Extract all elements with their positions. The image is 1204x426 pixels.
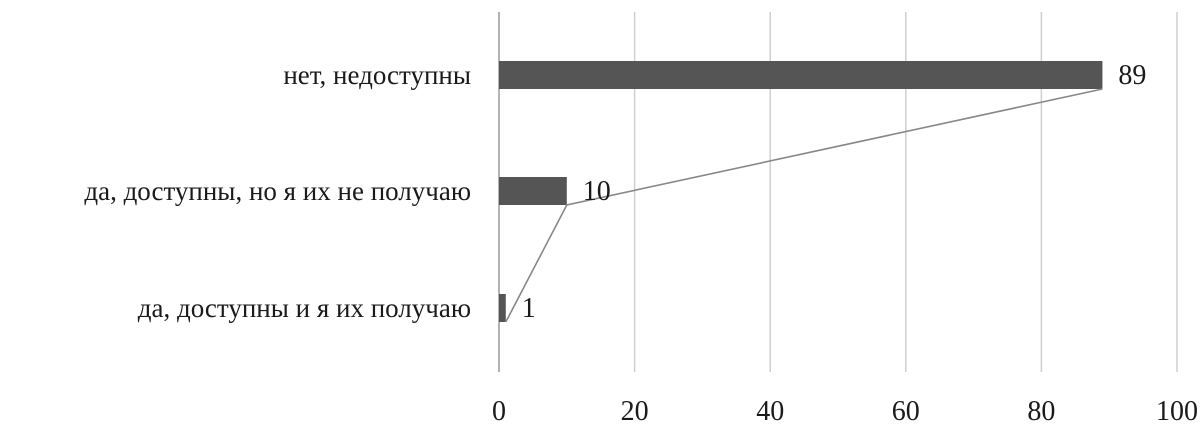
x-tick-label: 0 <box>492 396 506 426</box>
x-tick-label: 80 <box>1027 396 1055 426</box>
category-label: нет, недоступны <box>283 60 471 90</box>
bar-layer <box>499 61 1103 322</box>
connector-layer <box>505 88 1103 323</box>
x-tick-label: 60 <box>892 396 920 426</box>
category-label: да, доступны, но я их не получаю <box>84 176 471 206</box>
bar <box>499 177 567 205</box>
category-label: да, доступны и я их получаю <box>138 293 471 323</box>
x-tick-label: 20 <box>621 396 649 426</box>
data-label: 89 <box>1118 60 1146 91</box>
x-tick-label: 40 <box>756 396 784 426</box>
bar <box>499 61 1103 89</box>
data-label: 1 <box>522 293 536 324</box>
x-tick-label: 100 <box>1156 396 1198 426</box>
connector-line <box>505 88 1103 323</box>
data-label: 10 <box>583 176 611 207</box>
bar <box>499 294 506 322</box>
label-layer: 0 20 40 60 80 100 нет, недоступны 89 да, доступн… <box>84 60 1198 426</box>
